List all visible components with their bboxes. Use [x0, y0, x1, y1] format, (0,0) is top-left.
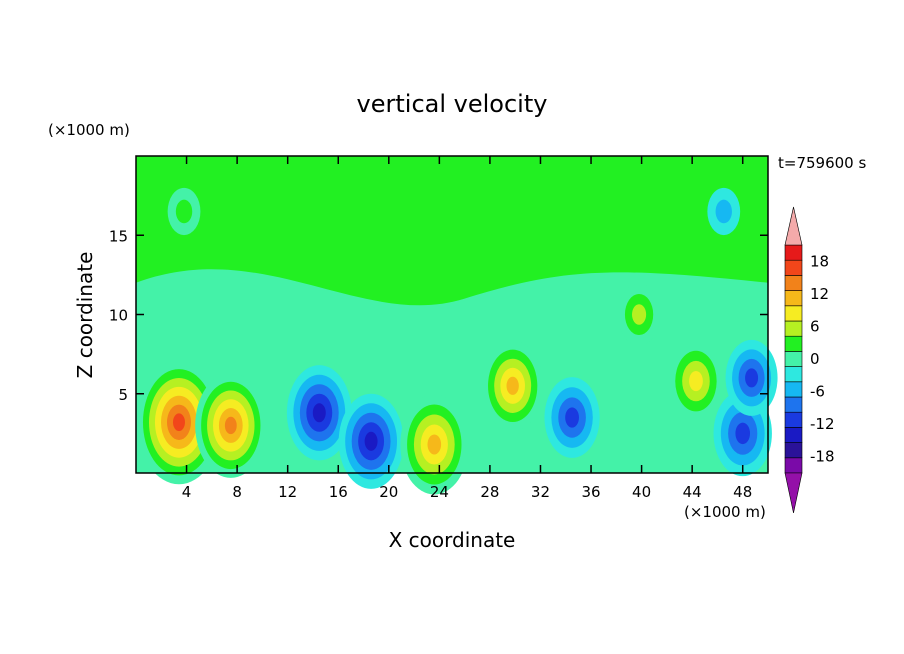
y-tick-label-0: 5 [118, 386, 128, 404]
colorbar-tick-label-5: -12 [810, 415, 835, 433]
velocity-field [136, 156, 778, 495]
velocity-cell-8-level-3 [689, 370, 703, 392]
colorbar-tick-label-6: -18 [810, 448, 835, 466]
velocity-cell-7-level-2 [632, 304, 647, 325]
y-tick-label-2: 15 [109, 227, 128, 245]
y-unit-label: (×1000 m) [48, 121, 130, 139]
x-tick-label-9: 40 [632, 483, 651, 501]
velocity-cell-1-level-5 [224, 416, 237, 435]
velocity-cell-10-level-3 [745, 368, 759, 388]
colorbar-band-6 [784, 366, 803, 383]
colorbar-band-4 [784, 396, 803, 413]
colorbar-tick-label-2: 6 [810, 317, 820, 335]
velocity-cell-4-level-4 [427, 434, 442, 455]
colorbar-band-1 [784, 442, 803, 459]
colorbar-tick-label-4: -6 [810, 383, 825, 401]
x-axis-ticks: 4 8 12 16 20 24 28 32 36 40 44 48 [182, 156, 752, 501]
upper-updraft-region [136, 156, 768, 306]
x-tick-label-7: 32 [531, 483, 550, 501]
x-tick-label-4: 20 [379, 483, 398, 501]
x-unit-label: (×1000 m) [684, 503, 766, 521]
colorbar-band-0 [784, 457, 803, 474]
x-tick-label-11: 48 [733, 483, 752, 501]
x-tick-label-8: 36 [581, 483, 600, 501]
colorbar-band-2 [784, 427, 803, 443]
velocity-cell-3-level-4 [364, 431, 378, 451]
velocity-cell-12-level-1 [175, 199, 193, 224]
y-tick-label-1: 10 [109, 307, 128, 325]
x-tick-label-2: 12 [278, 483, 297, 501]
velocity-cell-11-level-1 [715, 199, 732, 224]
x-tick-label-3: 16 [329, 483, 348, 501]
time-label: t=759600 s [778, 154, 866, 172]
velocity-cell-2-level-4 [312, 403, 326, 423]
velocity-cell-5-level-4 [506, 376, 519, 395]
colorbar-band-9 [784, 320, 803, 337]
x-tick-label-6: 28 [480, 483, 499, 501]
x-tick-label-0: 4 [182, 483, 192, 501]
colorbar-band-10 [784, 305, 803, 322]
colorbar-band-5 [784, 381, 803, 398]
x-tick-label-5: 24 [430, 483, 449, 501]
x-axis-label: X coordinate [389, 528, 516, 552]
velocity-cell-0-level-6 [172, 413, 185, 432]
velocity-cell-9-level-3 [735, 422, 751, 445]
velocity-cell-6-level-3 [565, 407, 579, 428]
colorbar-tick-label-0: 18 [810, 252, 829, 270]
colorbar-band-13 [784, 259, 803, 276]
y-axis-ticks: 5 10 15 [109, 227, 768, 404]
x-tick-label-10: 44 [683, 483, 702, 501]
colorbar-tick-label-3: 0 [810, 350, 820, 368]
colorbar-band-12 [784, 275, 803, 291]
x-tick-label-1: 8 [232, 483, 242, 501]
colorbar-band-3 [784, 411, 803, 428]
colorbar-tick-label-1: 12 [810, 285, 829, 303]
colorbar-band-11 [784, 290, 803, 307]
colorbar-under-arrow [784, 472, 803, 514]
chart-title: vertical velocity [357, 90, 548, 118]
colorbar: 18 12 6 0 -6 -12 -18 [784, 206, 835, 514]
colorbar-band-14 [784, 244, 803, 261]
y-axis-label: Z coordinate [73, 252, 97, 379]
colorbar-band-7 [784, 351, 803, 367]
colorbar-band-8 [784, 335, 803, 352]
colorbar-over-arrow [784, 206, 803, 246]
